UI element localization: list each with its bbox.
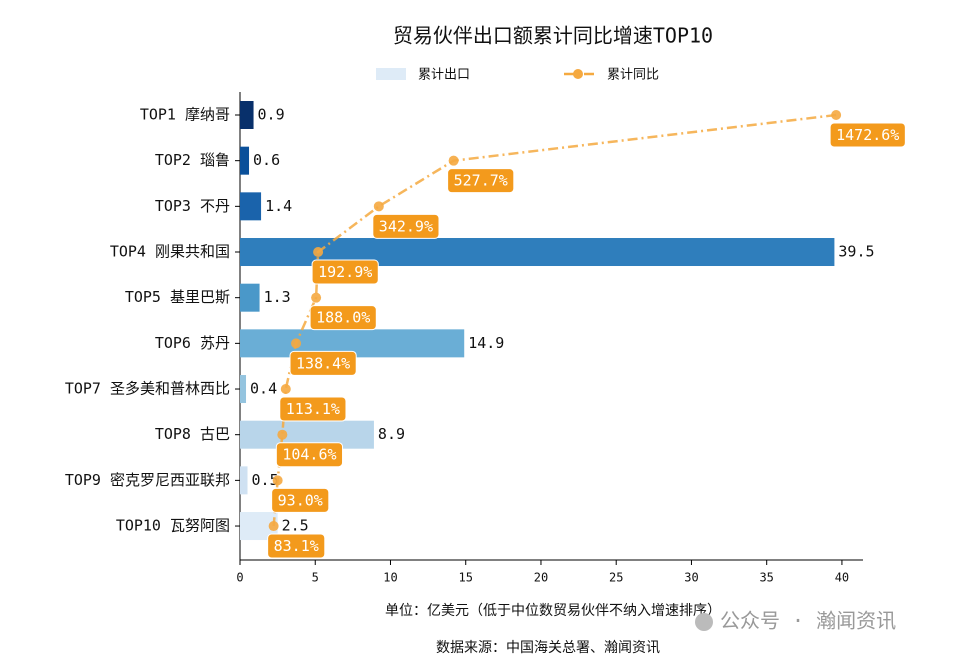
line-point (291, 338, 302, 349)
bar-value-label: 0.9 (258, 106, 285, 124)
bar (240, 192, 262, 221)
y-tick-label: TOP4 刚果共和国 (110, 243, 230, 261)
bar (240, 375, 247, 404)
bar-value-label: 8.9 (378, 425, 405, 443)
line-value-label: 104.6% (282, 446, 336, 464)
bar (240, 146, 250, 175)
x-tick-label: 40 (835, 571, 849, 585)
value-label-box (309, 305, 377, 331)
line-point (272, 475, 283, 486)
bar (240, 283, 260, 312)
value-label-box (447, 168, 515, 194)
x-axis-label: 单位：亿美元（低于中位数贸易伙伴不纳入增速排序） (385, 603, 721, 619)
line-value-label: 527.7% (454, 172, 508, 190)
value-label-box (311, 259, 379, 285)
line-value-label: 138.4% (296, 354, 350, 372)
line-value-label: 113.1% (286, 400, 340, 418)
value-label-box (279, 396, 347, 422)
line-value-label: 192.9% (318, 263, 372, 281)
legend-label: 累计同比 (607, 68, 659, 83)
legend-swatch (376, 68, 406, 80)
value-label-box (275, 442, 344, 468)
source-note: 数据来源：中国海关总署、瀚闻资讯 (436, 640, 660, 656)
bar-value-label: 0.4 (250, 380, 277, 398)
x-tick-label: 30 (684, 571, 698, 585)
line-value-label: 93.0% (278, 491, 323, 509)
line-value-label: 83.1% (274, 537, 319, 555)
chart-title: 贸易伙伴出口额累计同比增速TOP10 (393, 24, 713, 48)
bar (240, 101, 254, 129)
y-tick-label: TOP10 瓦努阿图 (116, 517, 230, 535)
line-point (280, 384, 291, 395)
y-tick-label: TOP9 密克罗尼西亚联邦 (65, 471, 230, 489)
watermark: 公众号 · 瀚闻资讯 (720, 609, 896, 633)
line-point (268, 521, 279, 532)
line-point (831, 110, 842, 120)
value-label-box (829, 122, 906, 148)
y-tick-label: TOP3 不丹 (155, 197, 230, 215)
y-tick-label: TOP2 瑙鲁 (155, 151, 230, 169)
value-label-box (289, 350, 357, 376)
x-tick-label: 35 (759, 571, 773, 585)
x-tick-label: 25 (609, 571, 623, 585)
x-tick-label: 20 (534, 571, 548, 585)
bar-value-label: 1.3 (264, 288, 291, 306)
line-point (277, 429, 288, 440)
bar-value-label: 14.9 (468, 334, 504, 352)
value-label-box (271, 487, 330, 513)
line-point (373, 201, 384, 212)
bar (240, 466, 248, 495)
bar-value-label: 0.5 (252, 471, 279, 489)
x-tick-label: 15 (458, 571, 472, 585)
x-tick-label: 0 (236, 571, 243, 585)
legend-swatch (573, 69, 583, 79)
legend-label: 累计出口 (418, 68, 470, 83)
bar-value-label: 0.6 (253, 151, 280, 169)
line-value-label: 342.9% (379, 217, 433, 235)
line-point (311, 292, 322, 303)
value-label-box (372, 213, 440, 239)
x-tick-label: 5 (312, 571, 319, 585)
x-tick-label: 10 (383, 571, 397, 585)
bar-value-label: 2.5 (282, 517, 309, 535)
line-value-label: 1472.6% (836, 126, 899, 144)
line-point (313, 247, 324, 258)
bar-value-label: 1.4 (265, 197, 292, 215)
y-tick-label: TOP7 圣多美和普林西比 (65, 380, 230, 398)
bar-value-label: 39.5 (838, 243, 874, 261)
y-tick-label: TOP5 基里巴斯 (125, 288, 230, 306)
y-tick-label: TOP8 古巴 (155, 425, 230, 443)
value-label-box (267, 533, 326, 559)
line-value-label: 188.0% (316, 309, 370, 327)
y-tick-label: TOP1 摩纳哥 (140, 106, 230, 124)
line-point (448, 155, 459, 166)
watermark-icon (695, 613, 713, 631)
y-tick-label: TOP6 苏丹 (155, 334, 230, 352)
